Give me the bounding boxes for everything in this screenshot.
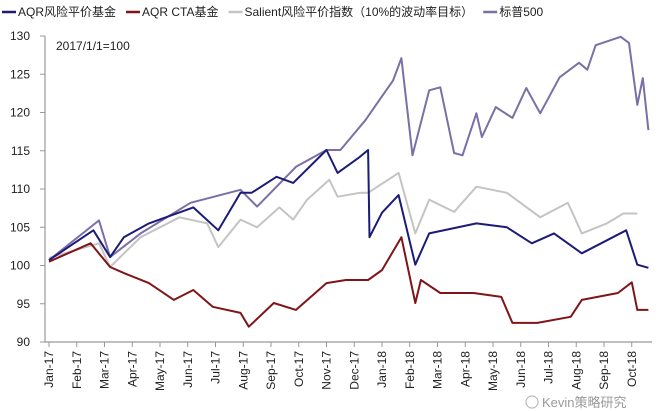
x-tick-label: Mar-18	[431, 351, 445, 389]
legend-label-2: Salient风险平价指数（10%的波动率目标）	[244, 4, 473, 19]
x-tick-label: Feb-18	[403, 351, 417, 389]
x-tick-label: Jan-18	[375, 351, 389, 388]
y-tick-label: 130	[10, 29, 30, 43]
x-tick-label: Oct-18	[625, 351, 639, 387]
x-tick-label: Jul-17	[209, 351, 223, 384]
y-tick-label: 100	[10, 259, 30, 273]
x-tick-label: May-17	[153, 351, 167, 391]
x-tick-label: Aug-18	[569, 351, 583, 390]
series-line-2	[48, 171, 638, 268]
x-tick-label: Oct-17	[292, 351, 306, 387]
y-tick-label: 90	[17, 335, 31, 349]
series-group	[48, 35, 650, 328]
y-tick-label: 120	[10, 106, 30, 120]
legend-label-1: AQR CTA基金	[142, 4, 218, 19]
x-tick-label: May-18	[486, 351, 500, 391]
axes: 90 95 100 105 110 115 120 125 130 Jan-17 Feb-17 Mar…	[10, 29, 652, 391]
base-annotation: 2017/1/1=100	[56, 39, 130, 53]
y-tick-label: 95	[17, 297, 31, 311]
x-tick-label: Jul-18	[542, 351, 556, 384]
legend-label-3: 标普500	[499, 5, 543, 19]
x-tick-label: Apr-17	[125, 351, 139, 387]
series-line-0	[48, 149, 649, 269]
y-tick-label: 115	[11, 144, 30, 158]
series-line-1	[48, 236, 649, 328]
x-tick-label: Sep-18	[597, 351, 611, 390]
legend: AQR风险平价基金 AQR CTA基金 Salient风险平价指数（10%的波动率目…	[2, 4, 544, 19]
watermark: Kevin策略研究	[525, 395, 627, 410]
y-tick-label: 105	[10, 220, 30, 234]
x-tick-label: Jun-17	[181, 351, 195, 388]
watermark-text: Kevin策略研究	[542, 395, 627, 410]
x-tick-label: Sep-17	[264, 351, 278, 390]
x-tick-label: Mar-17	[98, 351, 112, 389]
x-tick-label: Jan-17	[42, 351, 56, 388]
series-line-3	[48, 35, 650, 261]
legend-label-0: AQR风险平价基金	[18, 4, 116, 19]
x-tick-label: Feb-17	[70, 351, 84, 389]
y-tick-label: 110	[11, 182, 30, 196]
x-tick-label: Nov-17	[320, 351, 334, 390]
x-tick-label: Aug-17	[236, 351, 250, 390]
x-tick-label: Dec-17	[347, 351, 361, 390]
x-tick-label: Apr-18	[458, 351, 472, 387]
y-tick-label: 125	[10, 67, 30, 81]
watermark-logo-icon	[525, 395, 539, 409]
x-tick-label: Jun-18	[514, 351, 528, 388]
